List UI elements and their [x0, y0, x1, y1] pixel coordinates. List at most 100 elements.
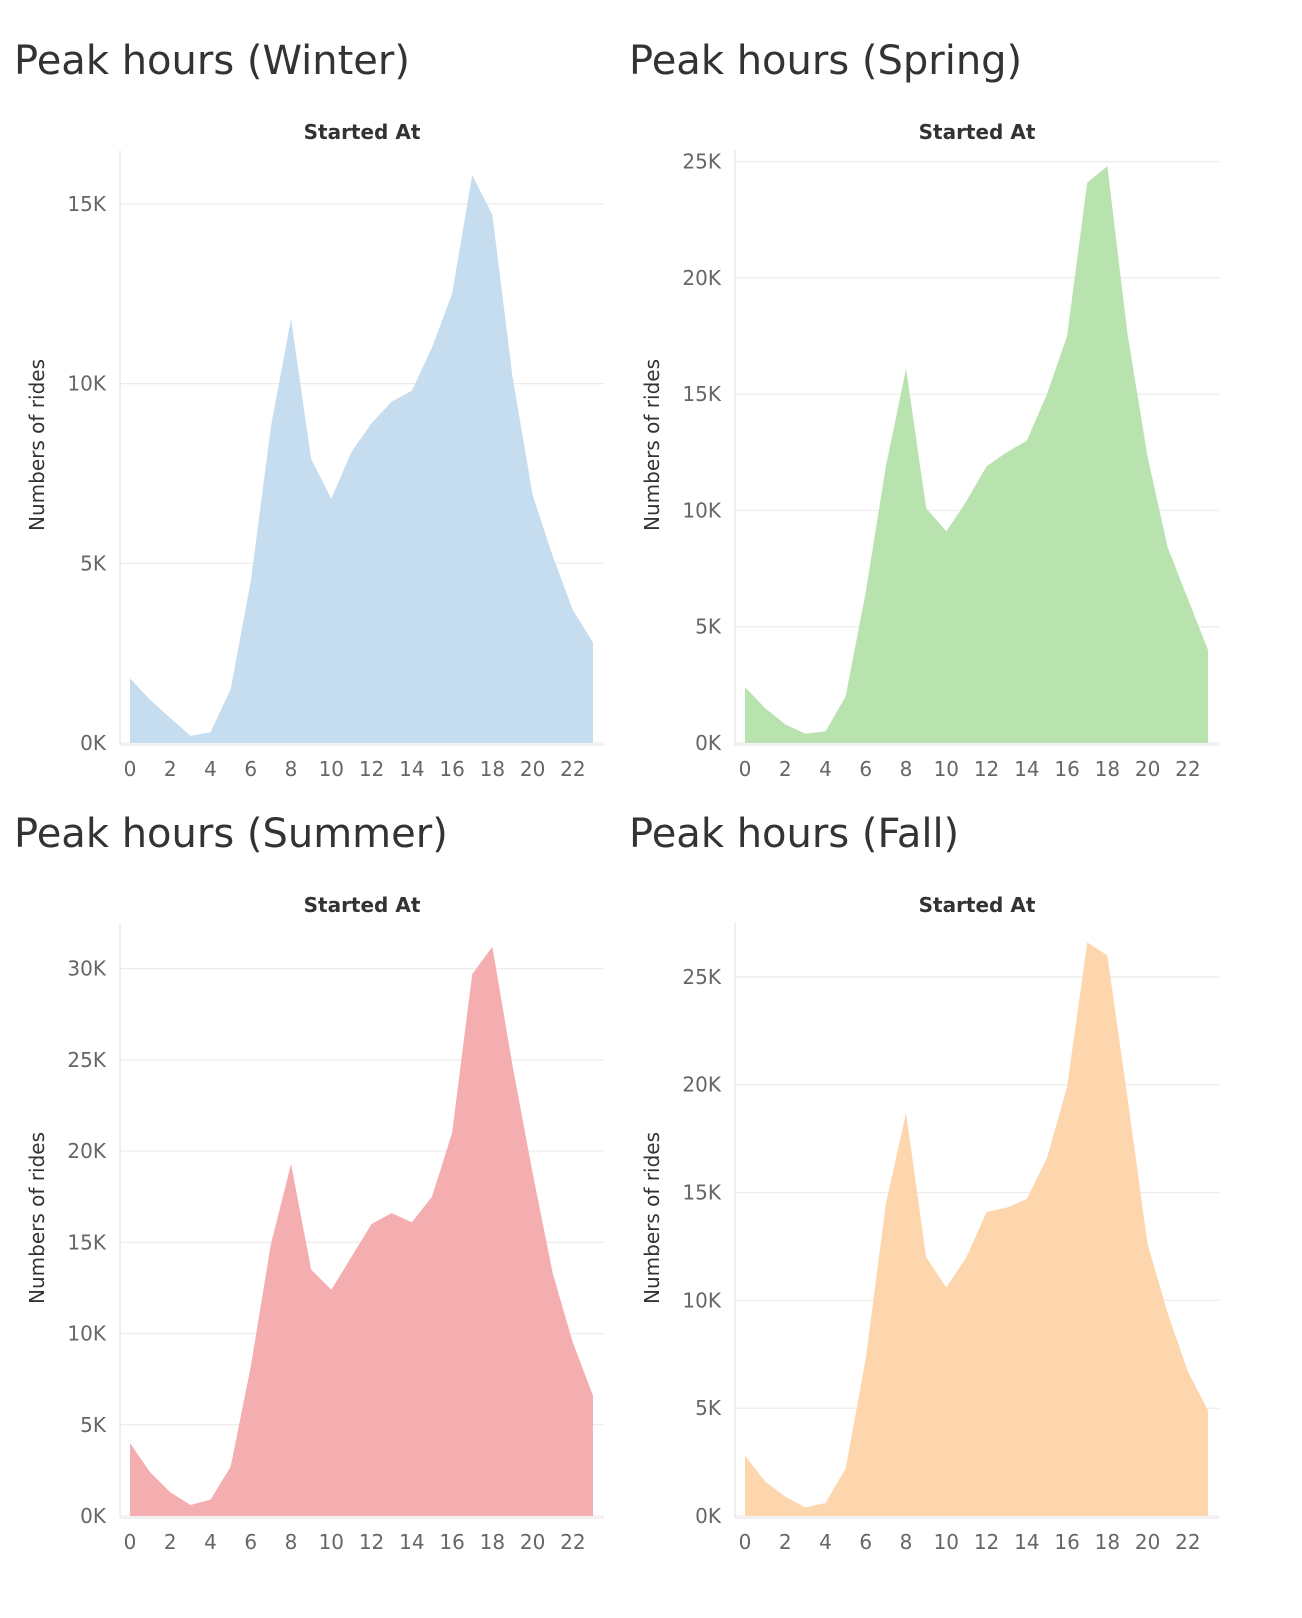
data-point: [268, 424, 273, 429]
data-point: [1044, 392, 1049, 397]
data-point: [429, 345, 434, 350]
data-point: [964, 1255, 969, 1260]
data-point: [570, 608, 575, 613]
area-series: [745, 166, 1208, 743]
x-tick-label: 4: [819, 757, 832, 781]
data-point: [550, 1271, 555, 1276]
data-point: [1065, 1084, 1070, 1089]
x-axis-title: Started At: [919, 893, 1036, 917]
area-chart-spring: 0 2 4 6 8 10 12 14 16 18 20 22 0K 5K 10K 15K 20K 25K Start…: [640, 120, 1219, 781]
data-point: [570, 1340, 575, 1345]
data-point: [530, 493, 535, 498]
data-point: [188, 1503, 193, 1508]
data-point: [984, 1209, 989, 1214]
data-point: [1206, 647, 1211, 652]
y-tick-label: 25K: [67, 1048, 106, 1072]
data-point: [510, 1063, 515, 1068]
data-point: [1185, 1369, 1190, 1374]
x-tick-label: 14: [1014, 1530, 1039, 1554]
data-point: [743, 1453, 748, 1458]
data-point: [490, 212, 495, 217]
x-tick-label: 20: [1135, 1530, 1160, 1554]
data-point: [823, 1501, 828, 1506]
area-chart-summer: 0 2 4 6 8 10 12 14 16 18 20 22 0K 5K 10K 15K 20K 25K 30K St…: [25, 893, 604, 1554]
x-tick-label: 8: [900, 757, 913, 781]
data-point: [309, 1267, 314, 1272]
y-tick-label: 0K: [695, 731, 722, 755]
data-point: [510, 374, 515, 379]
x-tick-label: 18: [480, 757, 505, 781]
x-tick-labels: 0 2 4 6 8 10 12 14 16 18 20 22: [739, 1530, 1201, 1554]
data-point: [863, 589, 868, 594]
data-point: [188, 733, 193, 738]
data-point: [1085, 180, 1090, 185]
chart-title: Peak hours (Winter): [14, 38, 410, 84]
x-tick-label: 12: [974, 1530, 999, 1554]
x-tick-label: 16: [439, 1530, 464, 1554]
x-tick-label: 20: [520, 757, 545, 781]
y-tick-label: 15K: [67, 1230, 106, 1254]
data-point: [1206, 1408, 1211, 1413]
x-tick-label: 12: [974, 757, 999, 781]
y-tick-label: 20K: [682, 1073, 721, 1097]
data-point: [1024, 438, 1029, 443]
data-point: [1085, 940, 1090, 945]
data-point: [1165, 545, 1170, 550]
x-tick-label: 4: [204, 757, 217, 781]
data-point: [743, 685, 748, 690]
data-point: [329, 496, 334, 501]
x-tick-label: 12: [359, 1530, 384, 1554]
data-point: [924, 1255, 929, 1260]
x-tick-label: 6: [244, 1530, 257, 1554]
data-point: [924, 506, 929, 511]
x-tick-label: 6: [859, 1530, 872, 1554]
x-axis-title: Started At: [919, 120, 1036, 144]
data-point: [450, 1130, 455, 1135]
x-tick-label: 0: [739, 757, 752, 781]
x-tick-label: 2: [164, 1530, 177, 1554]
data-point: [904, 366, 909, 371]
data-point: [1185, 596, 1190, 601]
data-point: [1105, 953, 1110, 958]
data-point: [1024, 1197, 1029, 1202]
area-series: [130, 946, 593, 1516]
x-tick-label: 20: [520, 1530, 545, 1554]
y-tick-label: 10K: [682, 1288, 721, 1312]
data-point: [863, 1356, 868, 1361]
y-tick-label: 15K: [682, 382, 721, 406]
data-point: [248, 1364, 253, 1369]
data-point: [843, 694, 848, 699]
area-series: [130, 175, 593, 743]
data-point: [803, 731, 808, 736]
x-tick-label: 14: [399, 757, 424, 781]
y-tick-labels: 0K 5K 10K 15K: [67, 192, 106, 755]
y-tick-label: 15K: [682, 1181, 721, 1205]
x-tick-labels: 0 2 4 6 8 10 12 14 16 18 20 22: [124, 757, 586, 781]
y-tick-label: 0K: [695, 1504, 722, 1528]
x-tick-label: 6: [244, 757, 257, 781]
data-point: [490, 944, 495, 949]
data-point: [944, 529, 949, 534]
data-point: [783, 1494, 788, 1499]
data-point: [470, 972, 475, 977]
y-tick-labels: 0K 5K 10K 15K 20K 25K 30K: [67, 957, 106, 1528]
y-tick-labels: 0K 5K 10K 15K 20K 25K: [682, 965, 721, 1528]
area-chart-fall: 0 2 4 6 8 10 12 14 16 18 20 22 0K 5K 10K 15K 20K 25K Start…: [640, 893, 1219, 1554]
chart-title: Peak hours (Summer): [14, 811, 448, 857]
y-tick-label: 30K: [67, 957, 106, 981]
y-tick-label: 20K: [682, 266, 721, 290]
data-point: [148, 697, 153, 702]
data-point: [883, 1201, 888, 1206]
data-point: [409, 1220, 414, 1225]
data-point: [369, 421, 374, 426]
y-tick-label: 25K: [682, 150, 721, 174]
data-point: [944, 1285, 949, 1290]
chart-panel-winter: Peak hours (Winter) 0 2 4 6 8 10 12 14 16 18 20 22 0…: [0, 0, 620, 790]
data-point: [349, 449, 354, 454]
data-point: [208, 1497, 213, 1502]
x-tick-label: 8: [900, 1530, 913, 1554]
y-tick-label: 0K: [80, 1504, 107, 1528]
data-point: [128, 1441, 133, 1446]
data-point: [964, 499, 969, 504]
x-tick-label: 10: [934, 757, 959, 781]
